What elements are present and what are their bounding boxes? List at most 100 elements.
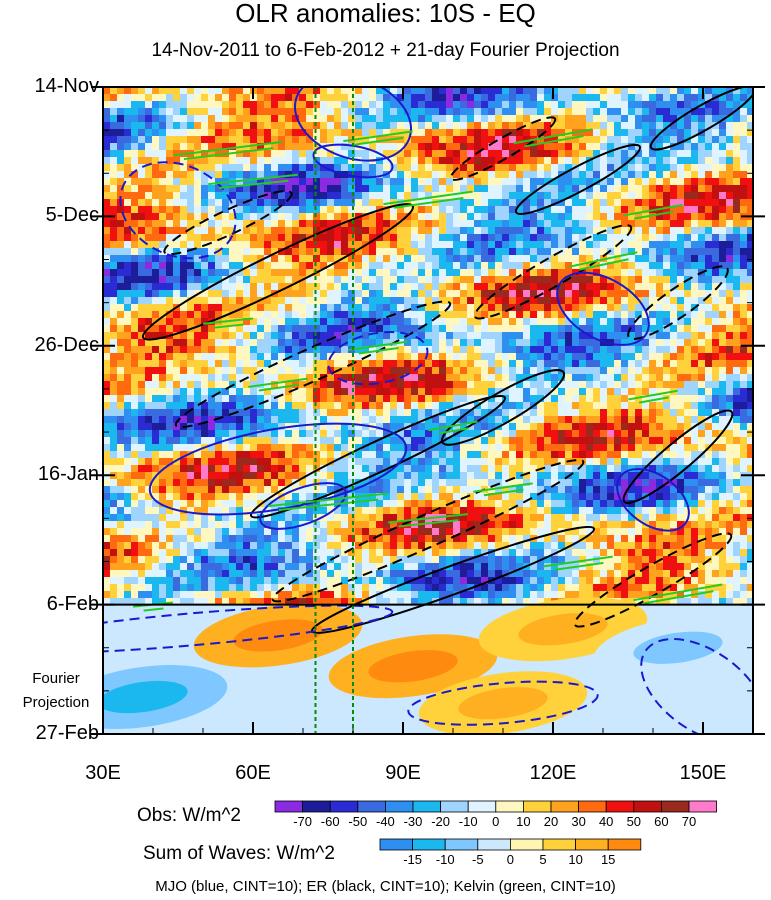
obs-cell <box>677 269 685 277</box>
obs-cell <box>355 346 363 354</box>
obs-cell <box>222 297 230 305</box>
obs-cell <box>425 87 433 95</box>
obs-cell <box>313 213 321 221</box>
obs-cell <box>460 227 468 235</box>
obs-cell <box>516 339 524 347</box>
obs-cell <box>705 290 713 298</box>
obs-cell <box>145 192 153 200</box>
obs-cell <box>222 339 230 347</box>
obs-cell <box>446 339 454 347</box>
obs-cell <box>663 262 671 270</box>
obs-cell <box>299 220 307 228</box>
obs-cell <box>495 367 503 375</box>
obs-cell <box>215 381 223 389</box>
obs-cell <box>425 213 433 221</box>
obs-cell <box>642 402 650 410</box>
obs-cell <box>516 437 524 445</box>
obs-cell <box>348 304 356 312</box>
obs-cell <box>593 290 601 298</box>
obs-cell <box>467 381 475 389</box>
obs-cell <box>334 360 342 368</box>
obs-cell <box>698 423 706 431</box>
obs-cell <box>446 290 454 298</box>
obs-cell <box>236 458 244 466</box>
obs-cell <box>117 318 125 326</box>
obs-cell <box>439 360 447 368</box>
obs-cell <box>607 87 615 95</box>
obs-cell <box>712 318 720 326</box>
obs-cell <box>369 136 377 144</box>
obs-cell <box>208 136 216 144</box>
obs-cell <box>215 283 223 291</box>
obs-cell <box>565 164 573 172</box>
obs-cell <box>446 115 454 123</box>
obs-cell <box>411 402 419 410</box>
obs-cell <box>292 374 300 382</box>
obs-cell <box>474 248 482 256</box>
obs-cell <box>544 374 552 382</box>
obs-cell <box>698 367 706 375</box>
obs-cell <box>138 304 146 312</box>
obs-cell <box>271 283 279 291</box>
obs-cell <box>208 458 216 466</box>
obs-cell <box>509 171 517 179</box>
obs-cell <box>740 241 748 249</box>
obs-cell <box>355 122 363 130</box>
obs-cell <box>537 136 545 144</box>
obs-cell <box>635 234 643 242</box>
obs-cell <box>719 437 727 445</box>
obs-cell <box>579 409 587 417</box>
obs-cell <box>131 402 139 410</box>
obs-cell <box>733 388 741 396</box>
obs-cell <box>523 241 531 249</box>
obs-cell <box>103 248 111 256</box>
obs-cell <box>446 346 454 354</box>
obs-cell <box>670 409 678 417</box>
obs-cell <box>236 255 244 263</box>
obs-cell <box>173 395 181 403</box>
obs-cell <box>271 108 279 116</box>
obs-cell <box>201 423 209 431</box>
obs-cell <box>642 346 650 354</box>
obs-cell <box>439 94 447 102</box>
obs-cell <box>628 150 636 158</box>
obs-cell <box>208 290 216 298</box>
obs-cell <box>257 143 265 151</box>
obs-cell <box>341 444 349 452</box>
obs-cell <box>334 122 342 130</box>
obs-cell <box>691 269 699 277</box>
obs-cell <box>747 304 753 312</box>
obs-cell <box>215 367 223 375</box>
obs-cell <box>369 437 377 445</box>
obs-cell <box>243 122 251 130</box>
obs-cell <box>726 178 734 186</box>
obs-cell <box>411 178 419 186</box>
obs-cell <box>460 248 468 256</box>
obs-cell <box>516 143 524 151</box>
obs-cell <box>103 451 111 459</box>
obs-cell <box>362 192 370 200</box>
obs-cell <box>579 374 587 382</box>
obs-cell <box>103 304 111 312</box>
obs-cell <box>467 206 475 214</box>
obs-cell <box>607 129 615 137</box>
obs-cell <box>334 213 342 221</box>
obs-cell <box>306 402 314 410</box>
obs-cell <box>495 444 503 452</box>
obs-cell <box>194 129 202 137</box>
obs-cell <box>740 87 748 95</box>
obs-cell <box>677 381 685 389</box>
obs-cell <box>460 94 468 102</box>
obs-cell <box>292 304 300 312</box>
obs-cell <box>502 248 510 256</box>
obs-cell <box>740 402 748 410</box>
obs-cell <box>579 395 587 403</box>
obs-cell <box>327 94 335 102</box>
obs-cell <box>145 374 153 382</box>
obs-cell <box>145 234 153 242</box>
obs-cell <box>572 101 580 109</box>
obs-cell <box>537 395 545 403</box>
obs-cell <box>404 108 412 116</box>
obs-cell <box>257 451 265 459</box>
obs-cell <box>411 388 419 396</box>
